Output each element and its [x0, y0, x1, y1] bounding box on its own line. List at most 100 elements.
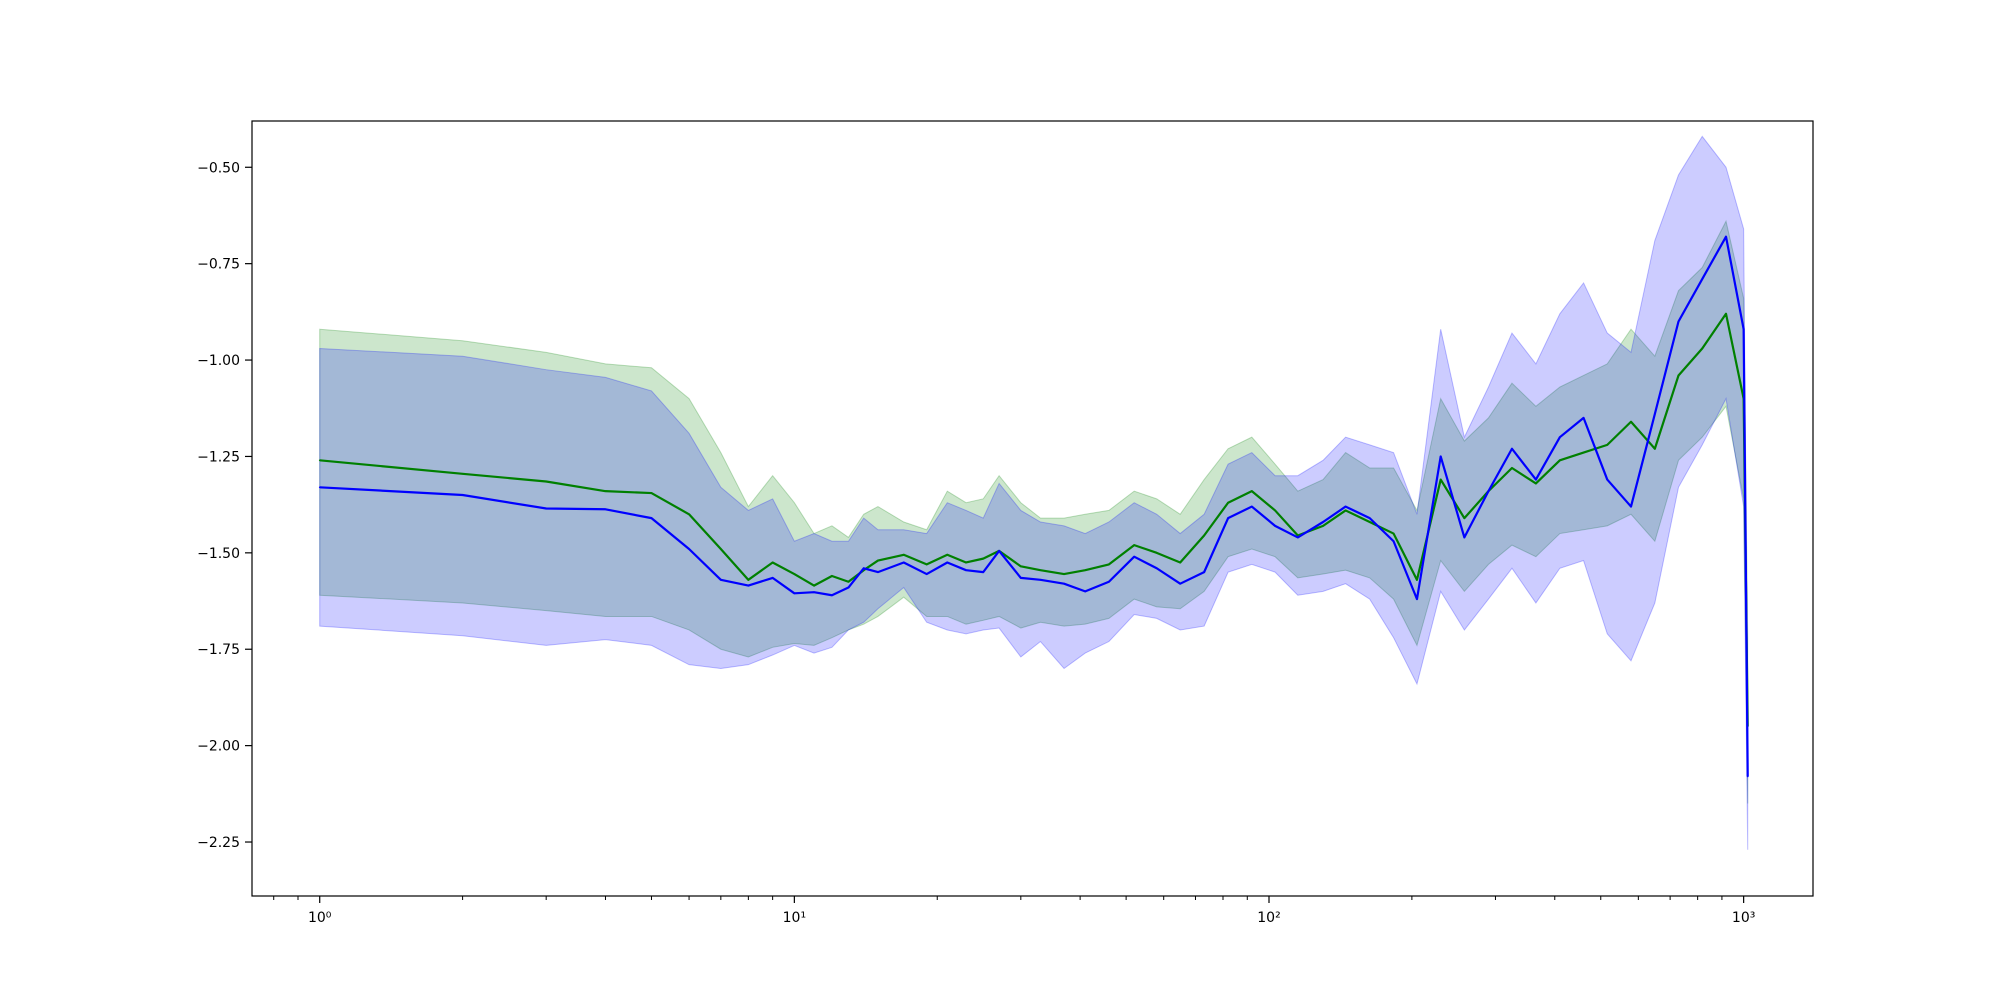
point-series-2: [1535, 478, 1537, 481]
y-tick-label: −0.50: [197, 160, 240, 176]
point-series-2: [1322, 521, 1324, 523]
y-tick-label: −2.25: [197, 835, 240, 851]
point-series-2: [1274, 525, 1276, 527]
point-series-1: [925, 563, 928, 566]
point-series-1: [1227, 501, 1229, 504]
point-series-2: [1020, 577, 1022, 579]
point-series-2: [902, 561, 905, 564]
point-series-1: [1020, 565, 1022, 568]
line-series-2: [319, 235, 1749, 777]
point-series-2: [650, 517, 653, 519]
point-series-1: [1155, 552, 1158, 554]
point-series-1: [847, 580, 850, 583]
point-series-1: [982, 557, 985, 560]
point-series-1: [902, 553, 905, 556]
point-series-2: [1742, 328, 1745, 331]
point-series-2: [1725, 235, 1727, 238]
point-series-1: [604, 490, 607, 492]
point-series-2: [1439, 455, 1442, 458]
point-series-1: [1392, 532, 1395, 535]
point-series-2: [1654, 413, 1656, 415]
y-tick-label: −1.25: [197, 449, 240, 465]
point-series-2: [1416, 598, 1418, 600]
point-series-1: [1084, 569, 1087, 571]
point-series-1: [545, 480, 547, 483]
point-series-2: [1368, 517, 1371, 519]
point-series-2: [318, 486, 321, 489]
point-series-2: [847, 586, 850, 589]
point-series-1: [1559, 459, 1561, 462]
band-series-2: [319, 135, 1749, 850]
point-series-1: [1179, 561, 1181, 564]
point-series-1: [1701, 347, 1704, 350]
point-series-1: [1251, 490, 1253, 492]
point-series-2: [1487, 490, 1490, 492]
point-series-2: [720, 579, 722, 581]
point-series-1: [1654, 447, 1656, 450]
point-series-1: [831, 575, 833, 577]
point-series-2: [1746, 775, 1749, 778]
point-series-1: [1725, 312, 1727, 315]
point-series-2: [982, 571, 985, 573]
point-series-2: [1063, 582, 1065, 585]
point-series-2: [1203, 571, 1205, 573]
band-series-1: [319, 219, 1749, 804]
point-series-1: [793, 573, 796, 575]
point-series-2: [688, 548, 690, 550]
point-series-2: [461, 494, 464, 496]
point-series-1: [965, 561, 967, 564]
point-series-2: [604, 508, 607, 511]
point-series-1: [747, 579, 750, 581]
point-series-2: [998, 550, 1000, 552]
point-series-2: [1582, 417, 1585, 419]
point-series-1: [1368, 521, 1371, 523]
point-series-2: [1701, 278, 1704, 280]
point-series-1: [1039, 569, 1042, 571]
x-tick-label: 10³: [1732, 910, 1755, 926]
point-series-1: [1630, 420, 1632, 423]
point-series-2: [1392, 540, 1395, 543]
point-series-1: [1582, 451, 1585, 454]
point-series-2: [1559, 436, 1561, 438]
point-series-1: [1063, 573, 1065, 575]
point-series-1: [1108, 563, 1110, 566]
point-series-2: [1084, 590, 1087, 593]
point-series-2: [1344, 505, 1347, 508]
point-series-2: [1251, 505, 1253, 508]
point-series-1: [461, 473, 464, 475]
point-series-2: [862, 567, 865, 570]
point-series-2: [925, 573, 928, 575]
point-series-1: [1606, 444, 1609, 446]
plot-frame: [251, 120, 1814, 897]
point-series-1: [1463, 517, 1466, 519]
point-series-2: [813, 591, 815, 593]
y-tick-label: −2.00: [197, 739, 240, 755]
point-series-2: [877, 571, 879, 573]
series-lines: [318, 235, 1749, 778]
point-series-2: [965, 569, 967, 571]
point-series-1: [1322, 525, 1324, 527]
point-series-1: [1511, 467, 1513, 469]
point-series-2: [1606, 478, 1609, 481]
y-tick-label: −0.75: [197, 257, 240, 273]
x-tick-label: 10¹: [783, 910, 806, 926]
point-series-1: [1439, 478, 1442, 481]
y-tick-label: −1.00: [197, 353, 240, 369]
point-series-1: [946, 553, 949, 556]
point-series-1: [1677, 374, 1680, 377]
point-series-2: [831, 594, 833, 597]
point-series-2: [771, 577, 774, 579]
point-series-1: [318, 459, 321, 462]
point-series-1: [650, 492, 653, 494]
point-series-2: [1630, 505, 1632, 508]
point-series-2: [747, 584, 750, 587]
point-series-1: [1274, 509, 1276, 512]
point-series-2: [1039, 579, 1042, 581]
point-series-1: [1535, 482, 1537, 485]
point-series-2: [1155, 567, 1158, 570]
point-series-1: [688, 513, 690, 516]
point-series-2: [545, 507, 547, 510]
point-series-1: [1344, 509, 1347, 512]
